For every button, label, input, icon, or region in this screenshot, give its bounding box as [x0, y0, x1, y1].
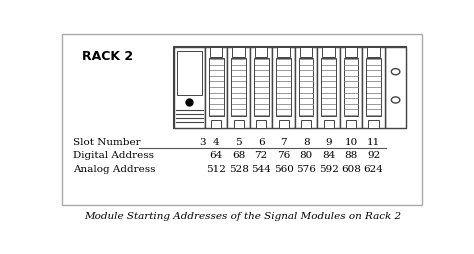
Bar: [362, 47, 385, 128]
Text: Module Starting Addresses of the Signal Modules on Rack 2: Module Starting Addresses of the Signal …: [84, 212, 401, 221]
Bar: [340, 47, 362, 128]
Bar: [256, 120, 266, 128]
Text: 6: 6: [258, 138, 264, 147]
Bar: [300, 47, 312, 57]
Bar: [63, 34, 422, 204]
Bar: [174, 47, 406, 128]
Bar: [211, 120, 221, 128]
Bar: [324, 120, 334, 128]
Text: 11: 11: [367, 138, 380, 147]
Bar: [254, 58, 268, 116]
Text: 80: 80: [300, 151, 313, 161]
Text: 5: 5: [236, 138, 242, 147]
Bar: [255, 47, 267, 57]
Bar: [346, 120, 356, 128]
Bar: [367, 47, 380, 57]
Bar: [177, 51, 202, 95]
Bar: [385, 47, 406, 128]
Ellipse shape: [392, 97, 400, 103]
Text: 624: 624: [364, 165, 383, 174]
Bar: [299, 58, 313, 116]
Text: 68: 68: [232, 151, 245, 161]
Text: 560: 560: [273, 165, 293, 174]
Bar: [209, 58, 224, 116]
Text: 84: 84: [322, 151, 335, 161]
Bar: [368, 120, 379, 128]
Text: 88: 88: [345, 151, 358, 161]
Bar: [231, 58, 246, 116]
Text: 92: 92: [367, 151, 380, 161]
Bar: [273, 47, 295, 128]
Text: 512: 512: [206, 165, 226, 174]
Text: 4: 4: [213, 138, 219, 147]
Bar: [210, 47, 222, 57]
Text: RACK 2: RACK 2: [82, 50, 134, 63]
Bar: [228, 47, 250, 128]
Text: Slot Number: Slot Number: [73, 138, 141, 147]
Bar: [295, 47, 317, 128]
Text: 528: 528: [229, 165, 248, 174]
Bar: [205, 47, 228, 128]
Text: 608: 608: [341, 165, 361, 174]
Bar: [234, 120, 244, 128]
Text: 3: 3: [200, 138, 206, 147]
Text: 9: 9: [325, 138, 332, 147]
Bar: [250, 47, 273, 128]
Text: 576: 576: [296, 165, 316, 174]
Text: 72: 72: [255, 151, 268, 161]
Bar: [317, 47, 340, 128]
Bar: [344, 58, 358, 116]
Text: 592: 592: [319, 165, 338, 174]
Bar: [279, 120, 289, 128]
Bar: [321, 58, 336, 116]
Text: Digital Address: Digital Address: [73, 151, 154, 161]
Text: 76: 76: [277, 151, 290, 161]
Bar: [322, 47, 335, 57]
Bar: [174, 47, 205, 128]
Text: 8: 8: [303, 138, 310, 147]
Bar: [232, 47, 245, 57]
Bar: [277, 47, 290, 57]
Ellipse shape: [392, 69, 400, 75]
Bar: [366, 58, 381, 116]
Text: 10: 10: [345, 138, 358, 147]
Bar: [276, 58, 291, 116]
Text: Analog Address: Analog Address: [73, 165, 155, 174]
Text: 544: 544: [251, 165, 271, 174]
Bar: [345, 47, 357, 57]
Bar: [301, 120, 311, 128]
Text: 64: 64: [210, 151, 223, 161]
Text: 7: 7: [280, 138, 287, 147]
